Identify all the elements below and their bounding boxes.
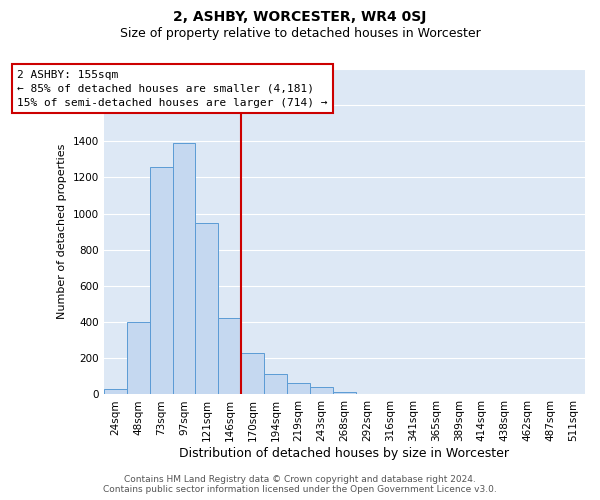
Text: 2 ASHBY: 155sqm
← 85% of detached houses are smaller (4,181)
15% of semi-detache: 2 ASHBY: 155sqm ← 85% of detached houses…	[17, 70, 328, 108]
Bar	[333, 392, 356, 394]
Text: Size of property relative to detached houses in Worcester: Size of property relative to detached ho…	[119, 28, 481, 40]
Bar	[287, 382, 310, 394]
Bar	[104, 389, 127, 394]
Text: 2, ASHBY, WORCESTER, WR4 0SJ: 2, ASHBY, WORCESTER, WR4 0SJ	[173, 10, 427, 24]
Bar	[310, 387, 333, 394]
Bar	[196, 222, 218, 394]
Text: Contains HM Land Registry data © Crown copyright and database right 2024.
Contai: Contains HM Land Registry data © Crown c…	[103, 474, 497, 494]
Bar	[218, 318, 241, 394]
Bar	[173, 143, 196, 395]
Y-axis label: Number of detached properties: Number of detached properties	[57, 144, 67, 320]
X-axis label: Distribution of detached houses by size in Worcester: Distribution of detached houses by size …	[179, 447, 509, 460]
Bar	[264, 374, 287, 394]
Bar	[149, 166, 173, 394]
Bar	[127, 322, 149, 394]
Bar	[241, 353, 264, 395]
